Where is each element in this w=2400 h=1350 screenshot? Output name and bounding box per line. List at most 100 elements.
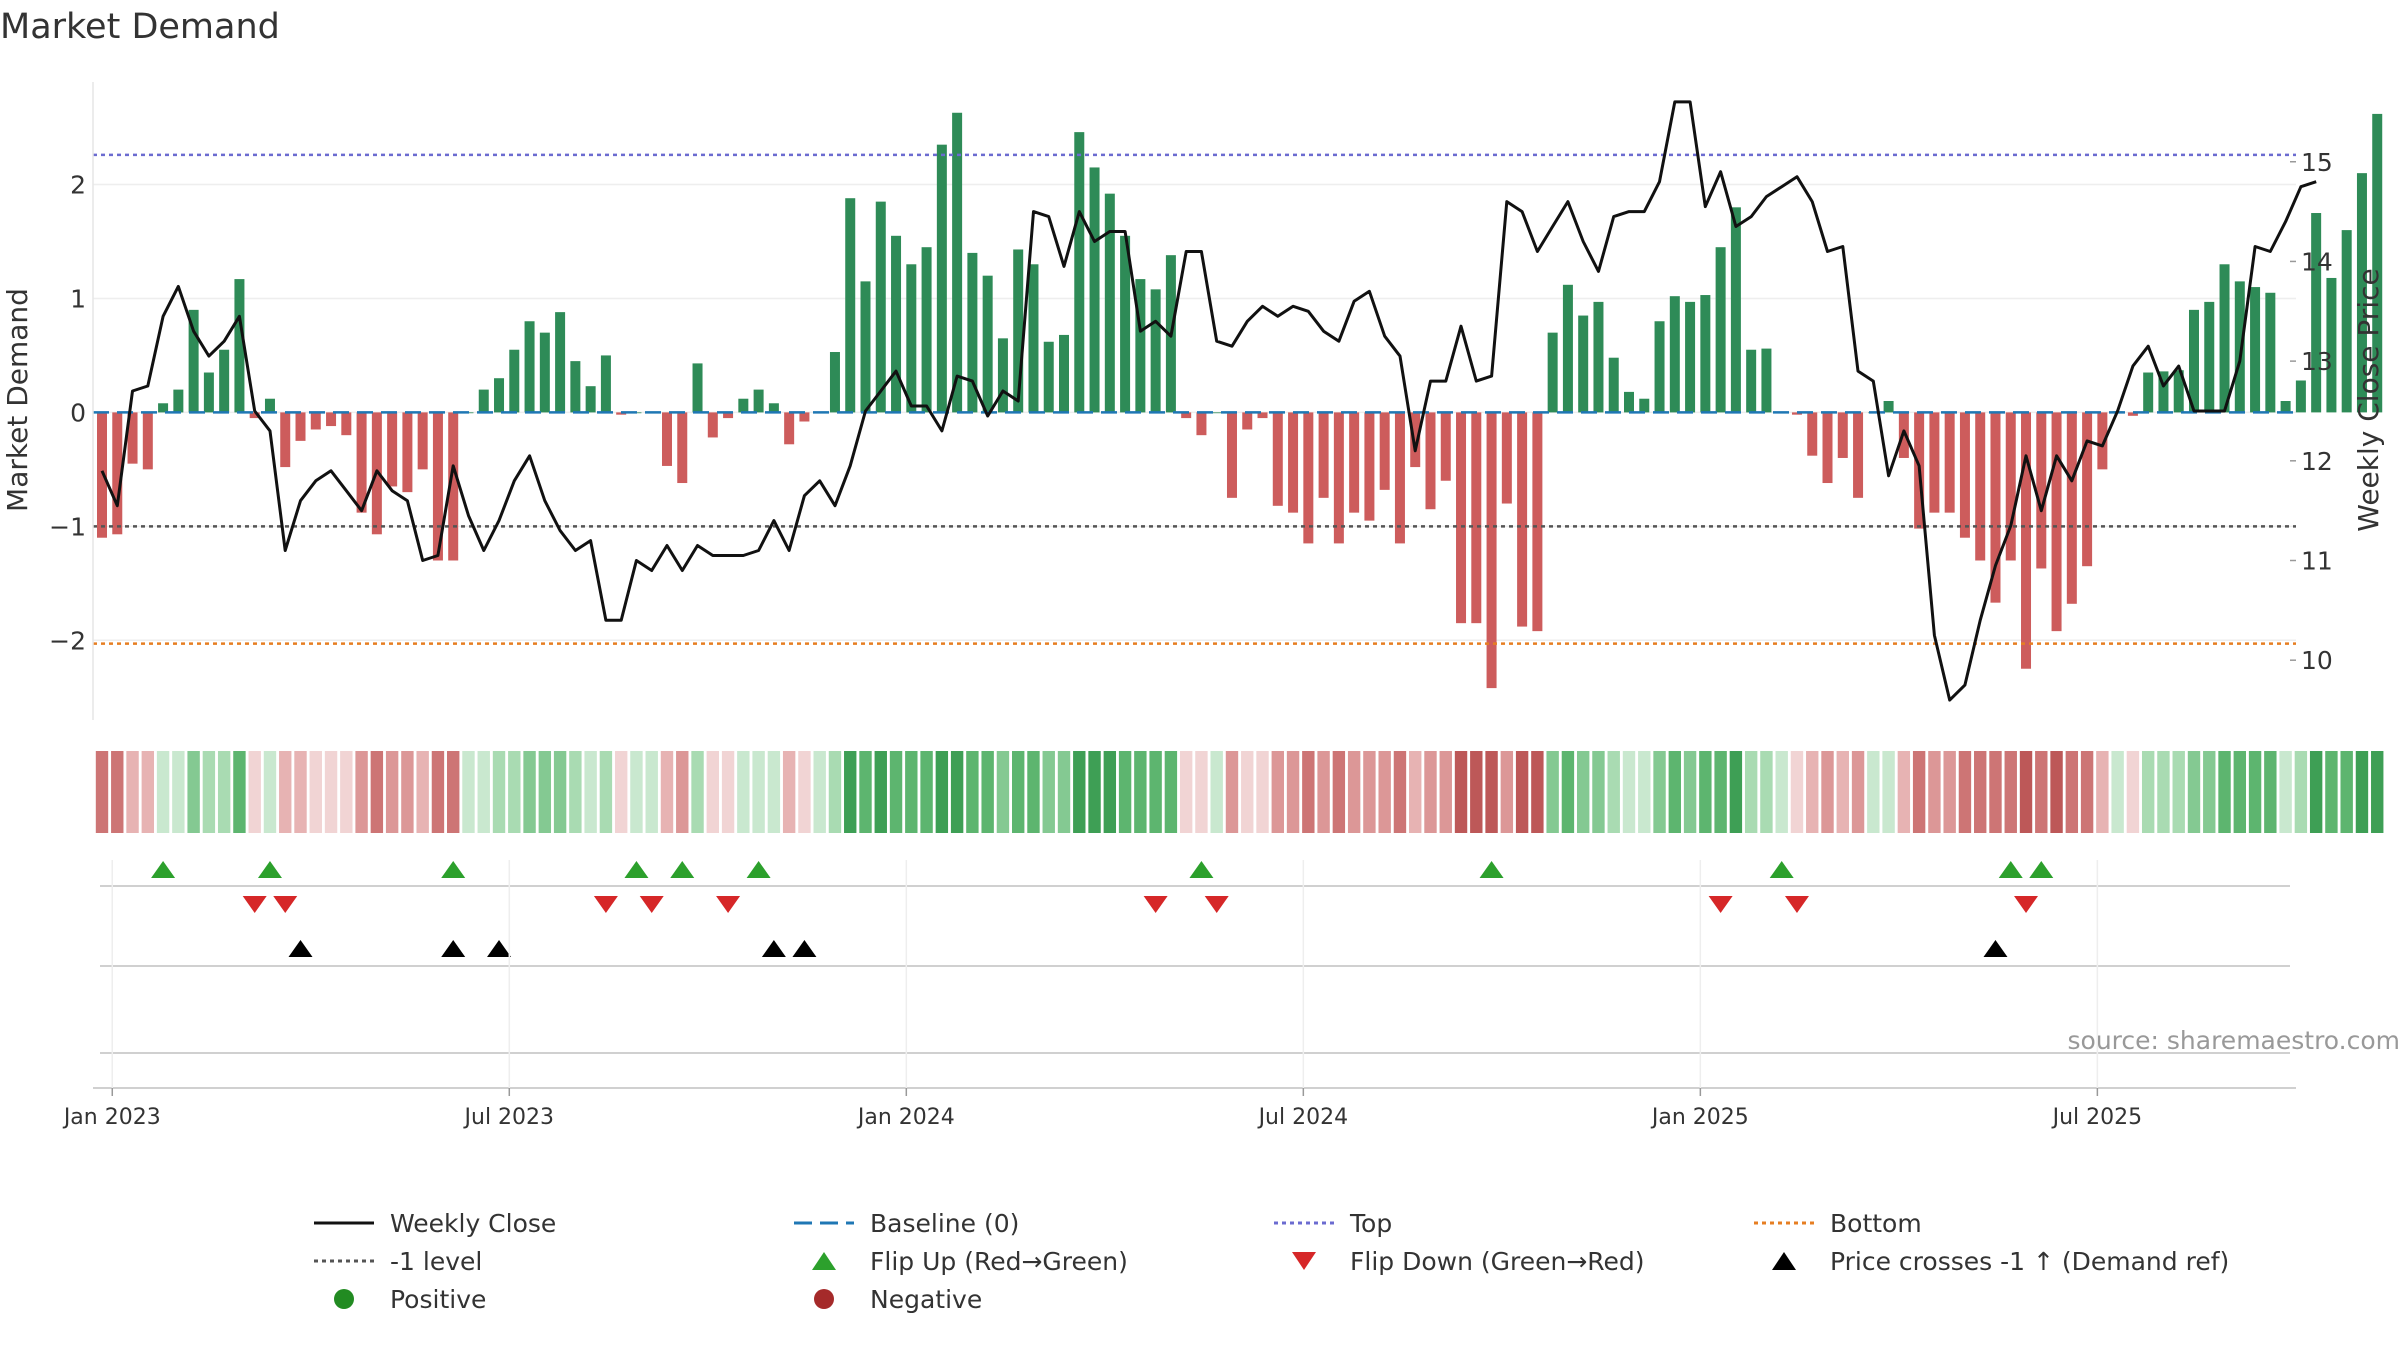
legend-top: Top xyxy=(1272,1208,1392,1238)
demand-bar xyxy=(997,338,1008,413)
strip-cell xyxy=(294,751,307,833)
flip-up-marker xyxy=(1189,861,1214,878)
strip-cell xyxy=(1638,751,1651,833)
demand-bar xyxy=(112,412,123,535)
y2-tick-label: 13 xyxy=(2301,347,2333,376)
triangle-up-icon xyxy=(792,1246,856,1276)
strip-cell xyxy=(1409,751,1422,833)
flip-down-marker xyxy=(2014,896,2039,913)
demand-bar xyxy=(2143,372,2154,413)
strip-cell xyxy=(1744,751,1758,833)
demand-bar xyxy=(2097,412,2108,470)
dotted-line-icon xyxy=(312,1246,376,1276)
demand-bar xyxy=(2204,301,2215,413)
strip-cell xyxy=(1546,751,1559,833)
demand-bar xyxy=(1410,412,1421,468)
strip-cell xyxy=(1806,751,1819,833)
strip-cell xyxy=(370,751,384,833)
demand-bar xyxy=(2234,281,2245,413)
demand-bar xyxy=(555,312,566,413)
demand-bar xyxy=(1929,412,1940,513)
strip-cell xyxy=(1714,751,1727,833)
strip-cell xyxy=(141,751,155,833)
strip-cell xyxy=(1989,751,2002,833)
demand-bar xyxy=(1959,412,1970,538)
flip-down-marker xyxy=(1784,896,1809,913)
demand-bar xyxy=(875,201,886,413)
chart-title: Market Demand xyxy=(0,7,280,47)
flip-up-marker xyxy=(257,861,282,878)
demand-bar xyxy=(707,412,718,438)
strip-cell xyxy=(1943,751,1956,833)
flip-up-marker xyxy=(2029,861,2054,878)
dashed-line-icon xyxy=(792,1208,856,1238)
legend-label: Top xyxy=(1350,1208,1393,1238)
demand-bar xyxy=(1715,247,1726,413)
demand-bar xyxy=(723,412,734,419)
strip-cell xyxy=(2172,751,2185,833)
strip-cell xyxy=(1134,751,1147,833)
strip-cell xyxy=(553,751,567,833)
demand-bar xyxy=(1028,264,1039,413)
strip-cell xyxy=(1164,751,1178,833)
strip-cell xyxy=(1057,751,1071,833)
strip-cell xyxy=(920,751,933,833)
flip-down-marker xyxy=(1143,896,1168,913)
price-cross-markers xyxy=(288,940,2008,957)
demand-bar xyxy=(1456,412,1467,624)
demand-bar xyxy=(1547,332,1558,413)
x-tick-label: Jan 2023 xyxy=(62,1105,161,1130)
strip-cell xyxy=(1439,751,1452,833)
flip-up-marker xyxy=(1998,861,2023,878)
demand-bar xyxy=(1226,412,1237,498)
demand-bar xyxy=(478,389,489,413)
dotted-line-icon xyxy=(1752,1208,1816,1238)
legend-flip-up: Flip Up (Red→Green) xyxy=(792,1246,1128,1276)
demand-bar xyxy=(2372,113,2383,413)
strip-cell xyxy=(401,751,414,833)
strip-cell xyxy=(1974,751,1987,833)
strip-cell xyxy=(1332,751,1346,833)
strip-cell xyxy=(1271,751,1284,833)
flip-events-panel xyxy=(100,861,2290,913)
strip-cell xyxy=(1149,751,1162,833)
demand-bar xyxy=(234,279,245,413)
strip-cell xyxy=(584,751,597,833)
strip-cell xyxy=(752,751,765,833)
demand-bar xyxy=(173,389,184,413)
demand-bar xyxy=(417,412,428,470)
flip-up-marker xyxy=(441,861,466,878)
strip-cell xyxy=(1561,751,1575,833)
strip-cell xyxy=(1179,751,1193,833)
demand-bar xyxy=(2036,412,2047,569)
price-cross-marker xyxy=(487,940,512,957)
strip-cell xyxy=(2294,751,2308,833)
strip-cell xyxy=(935,751,949,833)
demand-bar xyxy=(936,144,947,413)
left-axis-ticks: 2 1 0 −1 −2 xyxy=(49,171,86,656)
demand-bar xyxy=(2021,412,2032,669)
demand-bar xyxy=(2082,412,2093,567)
flip-up-marker xyxy=(624,861,649,878)
strip-cell xyxy=(1867,751,1880,833)
strip-cell xyxy=(416,751,429,833)
demand-bar xyxy=(952,112,963,413)
flip-up-markers xyxy=(151,861,2054,878)
demand-bar xyxy=(1700,295,1711,413)
strip-cell xyxy=(1424,751,1437,833)
y-tick-label: −1 xyxy=(49,512,86,541)
flip-up-marker xyxy=(1769,861,1794,878)
flip-down-marker xyxy=(593,896,618,913)
y-tick-label: −2 xyxy=(49,626,86,655)
strip-cell xyxy=(1073,751,1086,833)
strip-cell xyxy=(1195,751,1208,833)
strip-cell xyxy=(2035,751,2048,833)
strip-cell xyxy=(1347,751,1361,833)
strip-cell xyxy=(614,751,628,833)
x-axis-ticks: Jan 2023 Jul 2023 Jan 2024 Jul 2024 Jan 2025… xyxy=(62,1088,2142,1130)
legend-label: Flip Down (Green→Red) xyxy=(1350,1246,1645,1276)
x-tick-label: Jul 2025 xyxy=(2051,1105,2143,1130)
strip-cell xyxy=(645,751,658,833)
demand-bar xyxy=(1990,412,2001,603)
strip-cell xyxy=(187,751,200,833)
